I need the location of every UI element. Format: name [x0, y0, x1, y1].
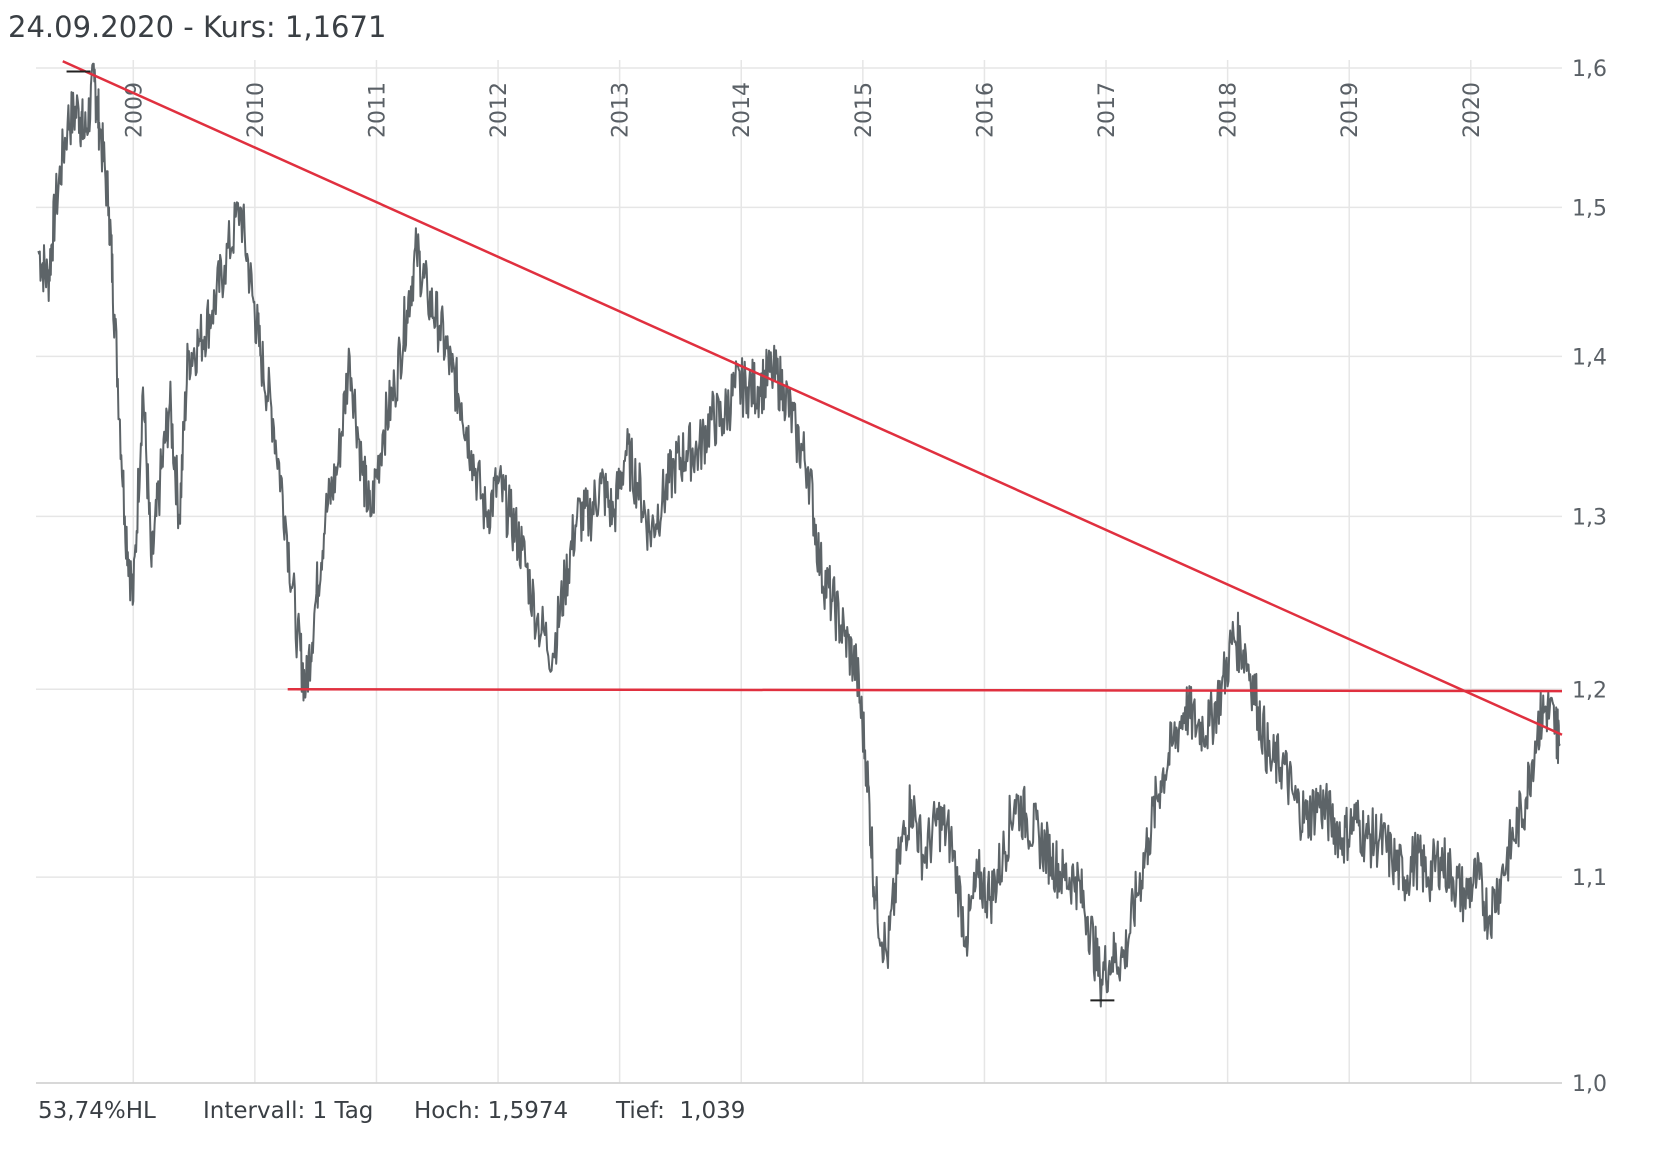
x-tick-label: 2020	[1460, 82, 1485, 138]
x-tick-label: 2016	[973, 82, 998, 138]
x-tick-label: 2010	[244, 82, 269, 138]
x-tick-label: 2018	[1217, 82, 1242, 138]
x-tick-label: 2017	[1095, 82, 1120, 138]
y-tick-label: 1,6	[1572, 57, 1607, 82]
chart-header: 24.09.2020 - Kurs: 1,1671	[8, 10, 386, 44]
x-tick-label: 2012	[487, 82, 512, 138]
price-line	[37, 62, 1561, 1008]
y-tick-label: 1,5	[1572, 196, 1607, 221]
x-tick-label: 2019	[1338, 82, 1363, 138]
high-label: Hoch: 1,5974	[414, 1098, 569, 1124]
performance-label: 53,74%HL	[38, 1098, 156, 1124]
y-tick-label: 1,4	[1572, 345, 1607, 370]
x-tick-label: 2014	[730, 82, 755, 138]
y-tick-label: 1,0	[1572, 1072, 1607, 1097]
interval-label: Intervall: 1 Tag	[203, 1098, 374, 1124]
price-chart[interactable]: 1,0 1,1 1,2 1,3 1,4 1,5 1,6 2009 2010 2011 2012 201…	[0, 0, 1660, 1100]
x-tick-label: 2013	[609, 82, 634, 138]
y-tick-label: 1,1	[1572, 866, 1607, 891]
trend-annotations	[62, 60, 1563, 1002]
x-tick-label: 2011	[365, 82, 390, 138]
y-tick-label: 1,2	[1572, 678, 1607, 703]
axis-ticks: 1,0 1,1 1,2 1,3 1,4 1,5 1,6 2009 2010 2011 2012 201…	[122, 57, 1607, 1097]
descending-trendline	[62, 60, 1563, 736]
chart-grid	[36, 60, 1562, 1084]
support-line	[287, 688, 1563, 693]
header-date: 24.09.2020	[8, 10, 175, 44]
x-tick-label: 2015	[852, 82, 877, 138]
header-kurs-value: 1,1671	[284, 10, 387, 44]
header-kurs-label: - Kurs:	[174, 10, 285, 44]
low-label: Tief: 1,039	[616, 1098, 746, 1124]
y-tick-label: 1,3	[1572, 505, 1607, 530]
x-tick-label: 2009	[122, 82, 147, 138]
